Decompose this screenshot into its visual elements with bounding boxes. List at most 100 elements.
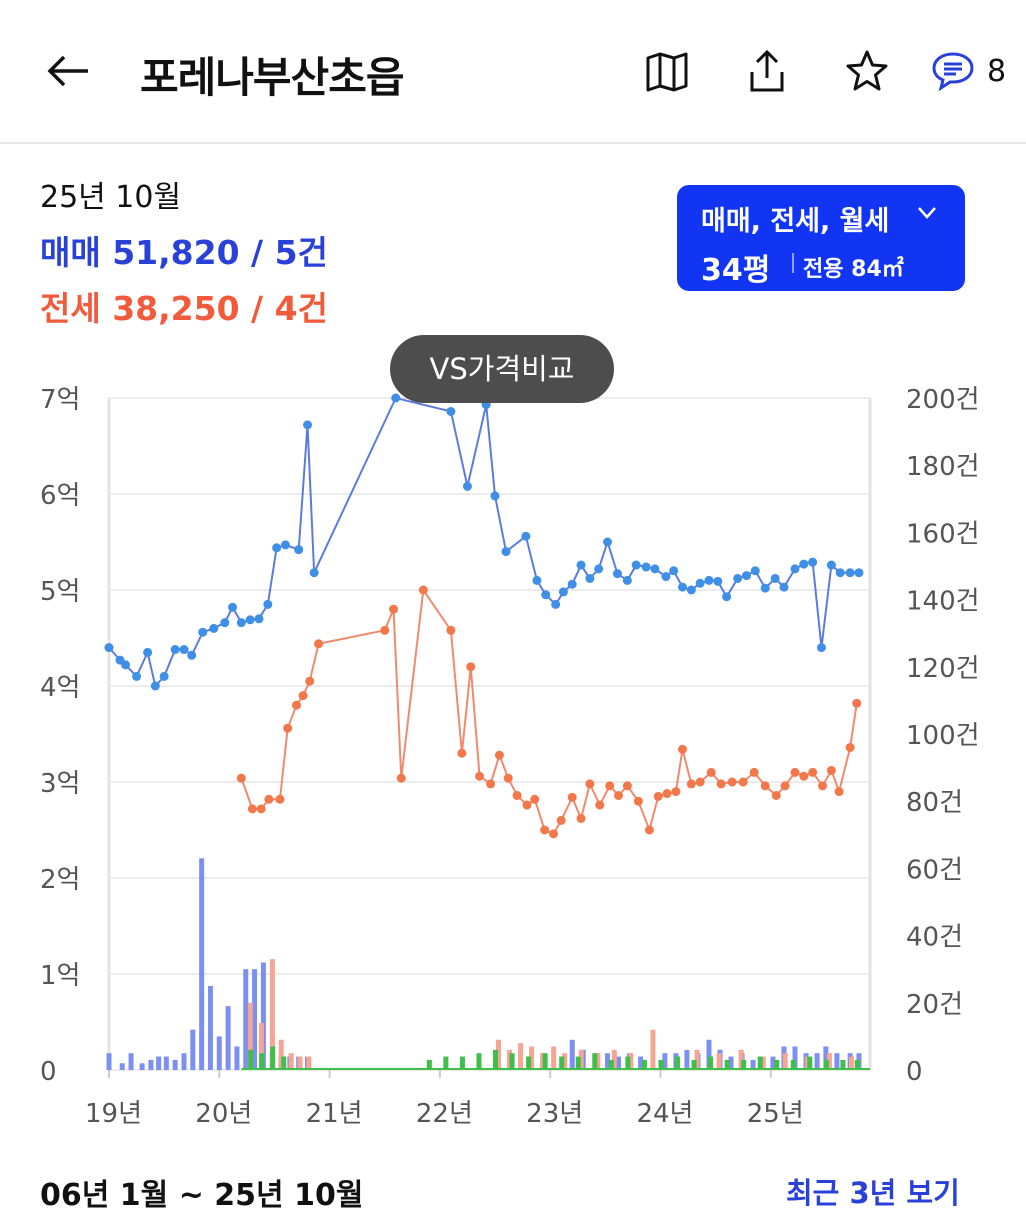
sale-point (159, 671, 169, 681)
sale-volume-bar (163, 1056, 169, 1070)
jeonse-point (605, 781, 615, 791)
sale-point (132, 671, 142, 681)
jeonse-volume-bar (595, 1053, 601, 1070)
sale-point (220, 618, 230, 628)
jeonse-point (790, 767, 800, 777)
sale-volume-bar (181, 1053, 187, 1070)
sale-volume-bar (172, 1059, 178, 1070)
favorite-button[interactable] (844, 48, 890, 94)
sale-point (490, 491, 500, 501)
monthly-volume-bar (691, 1059, 697, 1070)
jeonse-point (446, 625, 456, 635)
sale-point (179, 645, 189, 655)
jeonse-point (738, 777, 748, 787)
sale-point (501, 547, 511, 557)
summary-period: 25년 10월 (40, 180, 182, 215)
jeonse-point (727, 777, 737, 787)
y-right-tick-label: 20건 (906, 990, 963, 1020)
deal-types-label: 매매, 전세, 월세 (701, 206, 890, 237)
comment-count: 8 (987, 54, 1007, 89)
jeonse-volume-bar (529, 1046, 535, 1070)
sale-point (790, 564, 800, 574)
sale-point (678, 582, 688, 592)
sale-volume-bar (569, 1039, 575, 1070)
jeonse-point (418, 585, 428, 595)
sale-point (228, 602, 238, 612)
sale-point (733, 573, 743, 583)
monthly-volume-bar (526, 1056, 532, 1070)
jeonse-volume-bar (297, 1056, 303, 1070)
jeonse-point (530, 794, 540, 804)
jeonse-point (291, 700, 301, 710)
jeonse-point (275, 794, 285, 804)
share-button[interactable] (744, 48, 790, 94)
deal-type-filter-button[interactable]: 매매, 전세, 월세 34평 전용 84㎡ (677, 185, 965, 291)
area-label: 전용 84㎡ (803, 257, 904, 282)
jeonse-point (314, 639, 324, 649)
pyeong-label: 34평 (701, 253, 771, 288)
sale-point (816, 643, 826, 653)
monthly-volume-bar (459, 1056, 465, 1070)
jeonse-point (389, 604, 399, 614)
jeonse-point (706, 767, 716, 777)
jeonse-volume-bar (540, 1053, 546, 1070)
sale-volume-bar (190, 1029, 196, 1070)
sale-volume-bar (684, 1049, 690, 1070)
jeonse-point (852, 698, 862, 708)
jeonse-point (633, 796, 643, 806)
sale-point (722, 592, 732, 602)
monthly-volume-bar (823, 1059, 829, 1070)
comment-icon (932, 52, 974, 92)
y-right-tick-label: 160건 (906, 519, 980, 549)
monthly-volume-bar (658, 1059, 664, 1070)
sale-point (104, 643, 114, 653)
jeonse-point (236, 773, 246, 783)
sale-point (263, 599, 273, 609)
jeonse-point (475, 771, 485, 781)
jeonse-volume-bar (562, 1053, 568, 1070)
sale-point (650, 564, 660, 574)
sale-volume-bar (225, 1006, 231, 1070)
chevron-down-icon (918, 207, 936, 219)
monthly-volume-bar (854, 1059, 860, 1070)
sale-volume-bar (234, 1046, 240, 1070)
sale-point (612, 569, 622, 579)
sale-point (551, 599, 561, 609)
jeonse-volume-bar (278, 1039, 284, 1070)
jeonse-point (567, 792, 577, 802)
sale-volume-bar (106, 1053, 112, 1070)
jeonse-point (686, 779, 696, 789)
monthly-volume-bar (476, 1053, 482, 1070)
sale-point (695, 578, 705, 588)
jeonse-point (595, 800, 605, 810)
vs-price-compare-button[interactable]: VS가격비교 (390, 335, 614, 403)
x-tick-label: 20년 (195, 1099, 252, 1129)
comments-button[interactable] (930, 48, 976, 94)
jeonse-price-line (240, 587, 858, 836)
sale-volume-bar (750, 1059, 756, 1070)
sale-point (143, 647, 153, 657)
jeonse-volume-bar (848, 1056, 854, 1070)
jeonse-point (486, 779, 496, 789)
jeonse-volume-bar (628, 1053, 634, 1070)
date-range-label: 06년 1월 ~ 25년 10월 (40, 1178, 364, 1213)
back-button[interactable] (44, 48, 94, 94)
monthly-volume-bar (674, 1056, 680, 1070)
sale-point (594, 564, 604, 574)
sale-volume-bar (128, 1053, 134, 1070)
y-left-tick-label: 5억 (40, 577, 80, 607)
jeonse-volume-bar (507, 1049, 513, 1070)
price-chart[interactable]: 0 1억 2억 3억 4억 5억 6억 7억 0 20건 40건 60건 80건 100건 120건 140건… (0, 360, 1026, 1150)
recent-3-years-link[interactable]: 최근 3년 보기 (786, 1176, 960, 1210)
sale-point (532, 575, 542, 585)
x-tick-label: 25년 (747, 1099, 804, 1129)
sale-point (303, 420, 313, 430)
y-left-tick-label: 0 (40, 1057, 57, 1087)
sale-point (446, 406, 456, 416)
jeonse-point (396, 773, 406, 783)
y-left-tick-label: 4억 (40, 673, 80, 703)
map-button[interactable] (644, 48, 690, 94)
sale-volume-bar (706, 1039, 712, 1070)
jeonse-volume-bar (694, 1049, 700, 1070)
sale-point (741, 571, 751, 581)
